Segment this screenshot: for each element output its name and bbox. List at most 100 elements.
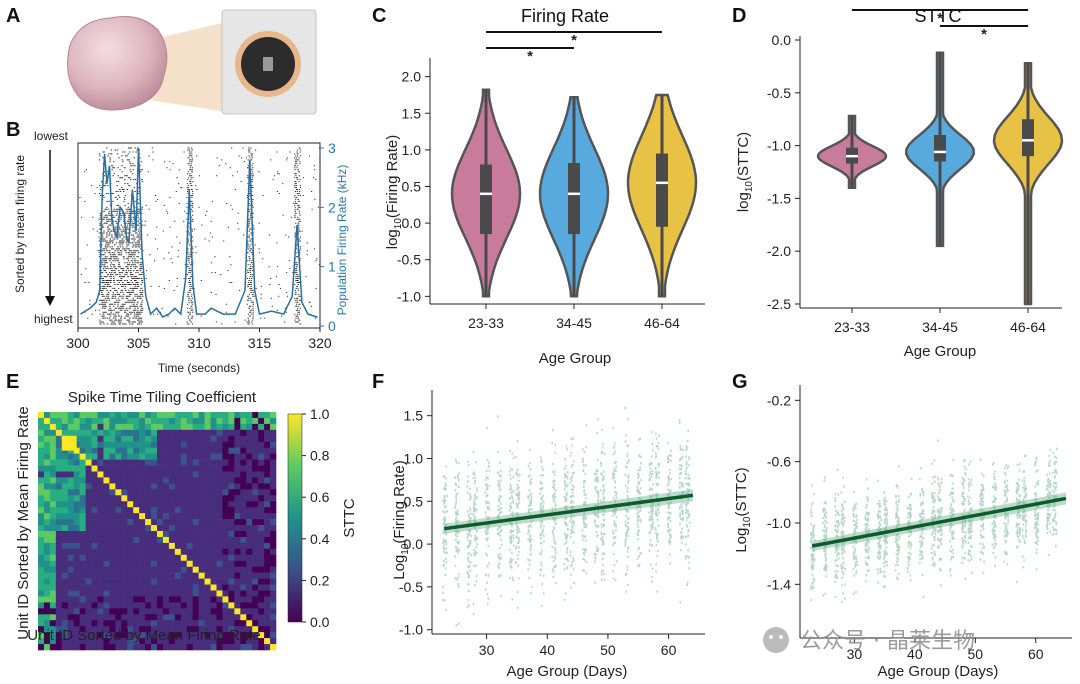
panel-label-c: C <box>372 5 386 27</box>
raster-right-tick-label: 1 <box>328 259 336 275</box>
heatmap-cell <box>252 447 259 454</box>
heatmap-cell <box>97 548 104 556</box>
panel-label-f: F <box>372 371 384 393</box>
heatmap-cell <box>55 513 63 520</box>
heatmap-cell <box>38 429 45 437</box>
heatmap-cell <box>151 620 158 627</box>
heatmap-cell <box>38 566 45 573</box>
heatmap-cell <box>121 489 128 496</box>
heatmap-cell <box>109 519 116 526</box>
heatmap-cell <box>145 620 152 627</box>
heatmap-cell <box>198 459 205 466</box>
heatmap-cell <box>174 501 182 508</box>
panel-label-d: D <box>732 5 746 27</box>
heatmap-cell <box>55 489 63 496</box>
heatmap-cell <box>210 412 217 419</box>
heatmap-cell <box>55 412 63 419</box>
heatmap-cell <box>73 441 80 448</box>
heatmap-cell <box>43 554 51 562</box>
heatmap-cell <box>38 644 45 651</box>
heatmap-cell <box>97 578 104 585</box>
heatmap-cell <box>216 453 223 460</box>
heatmap-cell <box>252 435 259 443</box>
heatmap-cell <box>186 578 193 585</box>
heatmap-cell <box>61 423 69 431</box>
heatmap-cell <box>43 542 51 550</box>
heatmap-cell <box>91 471 98 478</box>
heatmap-cell <box>264 441 271 448</box>
heatmap-cell <box>67 614 74 621</box>
heatmap-cell <box>38 435 45 443</box>
heatmap-cell <box>49 423 57 431</box>
heatmap-cell <box>192 644 199 651</box>
heatmap-cell <box>97 596 104 603</box>
raster-x-ticks: 300 305 310 315 320 <box>66 328 332 351</box>
heatmap-cell <box>97 429 104 437</box>
heatmap-cell <box>258 578 265 585</box>
heatmap-cell <box>204 412 211 419</box>
heatmap-cell <box>133 483 140 490</box>
heatmap-cell <box>252 620 259 627</box>
heatmap-cell <box>103 453 110 460</box>
heatmap-cell <box>85 429 92 437</box>
heatmap-cell <box>121 566 128 573</box>
heatmap-cell <box>157 417 164 425</box>
heatmap-cell <box>43 483 51 490</box>
heatmap-cell <box>38 495 45 502</box>
heatmap-cell <box>270 412 277 419</box>
heatmap-cell <box>258 477 265 484</box>
heatmap-cell <box>43 519 51 526</box>
heatmap-cell <box>79 614 86 621</box>
chart-f-y-tick-label: 1.5 <box>404 408 424 424</box>
heatmap-cell <box>240 602 247 609</box>
heatmap-cell <box>252 554 259 562</box>
heatmap-cell <box>222 632 229 639</box>
heatmap-cell <box>198 620 205 627</box>
heatmap-cell <box>139 638 146 645</box>
heatmap-cell <box>73 417 80 425</box>
heatmap-cell <box>174 548 182 556</box>
heatmap-cell <box>246 608 253 615</box>
heatmap-cell <box>180 560 188 567</box>
heatmap-cell <box>168 447 176 454</box>
heatmap-cell <box>192 495 199 502</box>
raster-xlabel: Time (seconds) <box>158 361 240 375</box>
heatmap-cell <box>180 620 188 627</box>
heatmap-cell <box>133 459 140 466</box>
heatmap-cell <box>216 507 223 514</box>
heatmap-cell <box>61 459 69 466</box>
heatmap-cell <box>73 536 80 544</box>
heatmap-cell <box>79 542 86 550</box>
heatmap-cell <box>145 459 152 466</box>
heatmap-cell <box>145 423 152 431</box>
heatmap-cell <box>43 578 51 585</box>
heatmap-cell <box>240 453 247 460</box>
heatmap-cell <box>264 429 271 437</box>
heatmap-cell <box>139 489 146 496</box>
chart-d-violins: ** <box>816 9 1064 306</box>
heatmap-cell <box>258 489 265 496</box>
heatmap-cell <box>151 638 158 645</box>
heatmap-cell <box>79 513 86 520</box>
heatmap-cell <box>139 441 146 448</box>
heatmap-cell <box>234 495 241 502</box>
heatmap-cell <box>55 542 63 550</box>
heatmap-cell <box>270 489 277 496</box>
heatmap-cell <box>264 423 271 431</box>
heatmap-cell <box>157 423 164 431</box>
heatmap-cell <box>145 531 152 538</box>
heatmap-cell <box>67 513 74 520</box>
heatmap-cell <box>103 429 110 437</box>
panel-c: C Firing Rate -1.0-0.50.00.51.01.52.023-… <box>372 5 705 367</box>
heatmap-cell <box>49 459 57 466</box>
heatmap-cell <box>216 423 223 431</box>
heatmap-cell <box>127 536 134 544</box>
heatmap-cell <box>61 644 69 651</box>
heatmap-cell <box>162 566 170 573</box>
heatmap-cell <box>157 584 164 591</box>
heatmap-cell <box>67 471 74 478</box>
heatmap-cell <box>180 513 188 520</box>
heatmap-cell <box>97 608 104 615</box>
heatmap-cell <box>186 566 193 573</box>
heatmap-cell <box>234 632 241 639</box>
